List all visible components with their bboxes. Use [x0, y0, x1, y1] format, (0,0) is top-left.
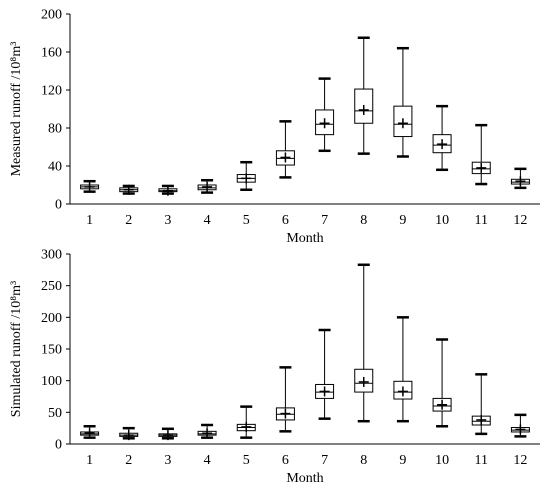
box-month-1 — [80, 179, 100, 193]
box-month-8 — [354, 36, 374, 155]
box-month-10 — [432, 104, 452, 172]
box-month-9 — [393, 316, 413, 423]
y-tick-label: 40 — [48, 160, 62, 175]
y-tick-label: 100 — [41, 374, 62, 389]
x-tick-label: 8 — [360, 213, 367, 228]
x-tick-label: 8 — [360, 453, 367, 468]
box-month-4 — [197, 423, 217, 439]
x-tick-label: 11 — [475, 213, 488, 228]
box-month-3 — [158, 184, 178, 196]
x-tick-label: 10 — [435, 453, 449, 468]
x-tick-label: 5 — [243, 213, 250, 228]
y-tick-label: 120 — [41, 84, 62, 99]
x-tick-label: 2 — [125, 453, 132, 468]
box-month-11 — [471, 373, 491, 436]
box-month-2 — [119, 184, 139, 195]
x-tick-label: 9 — [399, 453, 406, 468]
box-month-7 — [315, 328, 335, 420]
y-tick-label: 300 — [41, 248, 62, 263]
y-tick-label: 50 — [48, 406, 62, 421]
box-month-11 — [471, 123, 491, 186]
box-month-5 — [236, 405, 256, 439]
box-month-9 — [393, 46, 413, 158]
x-tick-label: 4 — [204, 213, 211, 228]
y-axis-title: Measured runoff /10⁸m³ — [9, 42, 24, 177]
x-tick-label: 5 — [243, 453, 250, 468]
x-tick-label: 3 — [164, 453, 171, 468]
box-month-8 — [354, 263, 374, 423]
x-tick-label: 7 — [321, 213, 328, 228]
box-month-7 — [315, 77, 335, 153]
x-tick-label: 2 — [125, 213, 132, 228]
x-tick-label: 3 — [164, 213, 171, 228]
x-axis-title: Month — [286, 231, 323, 246]
box-month-4 — [197, 179, 217, 194]
x-tick-label: 1 — [86, 213, 93, 228]
x-tick-label: 10 — [435, 213, 449, 228]
box-month-3 — [158, 427, 178, 441]
x-tick-label: 7 — [321, 453, 328, 468]
y-tick-label: 200 — [41, 311, 62, 326]
x-tick-label: 4 — [204, 453, 211, 468]
y-tick-label: 250 — [41, 279, 62, 294]
box-month-10 — [432, 338, 452, 428]
y-axis-title: Simulated runoff /10⁸m³ — [9, 281, 24, 417]
x-tick-label: 9 — [399, 213, 406, 228]
x-tick-label: 12 — [513, 213, 527, 228]
x-tick-label: 1 — [86, 453, 93, 468]
box-month-6 — [275, 366, 295, 433]
x-tick-label: 6 — [282, 453, 289, 468]
box-month-1 — [80, 425, 100, 439]
box-month-12 — [510, 167, 530, 190]
y-tick-label: 0 — [55, 198, 62, 213]
y-tick-label: 160 — [41, 46, 62, 61]
y-tick-label: 80 — [48, 122, 62, 137]
x-tick-label: 11 — [475, 453, 488, 468]
y-tick-label: 200 — [41, 8, 62, 23]
x-tick-label: 6 — [282, 213, 289, 228]
box-month-6 — [275, 120, 295, 179]
box-month-12 — [510, 413, 530, 438]
y-tick-label: 0 — [55, 438, 62, 453]
x-tick-label: 12 — [513, 453, 527, 468]
x-axis-title: Month — [286, 471, 323, 486]
y-tick-label: 150 — [41, 343, 62, 358]
box-month-2 — [119, 426, 139, 441]
box-month-5 — [236, 160, 256, 191]
